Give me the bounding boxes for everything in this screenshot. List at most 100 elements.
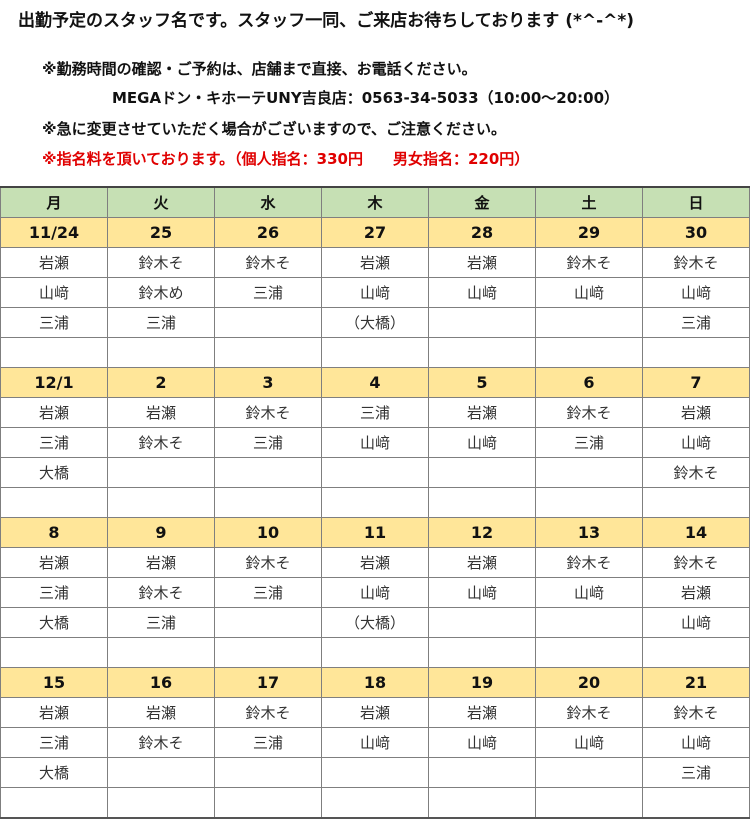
staff-cell bbox=[321, 787, 429, 819]
date-cell: 11/24 bbox=[0, 217, 108, 248]
staff-cell: 三浦 bbox=[107, 307, 215, 338]
staff-cell bbox=[428, 637, 536, 668]
staff-cell bbox=[535, 337, 643, 368]
staff-cell: 山﨑 bbox=[428, 727, 536, 758]
staff-cell bbox=[428, 457, 536, 488]
change-note: ※急に変更させていただく場合がございますので、ご注意ください。 bbox=[42, 120, 506, 138]
staff-cell: 岩瀬 bbox=[107, 697, 215, 728]
staff-cell bbox=[0, 487, 108, 518]
staff-row bbox=[0, 487, 750, 518]
staff-cell: 山﨑 bbox=[642, 727, 750, 758]
staff-cell: 山﨑 bbox=[535, 277, 643, 308]
staff-cell bbox=[642, 487, 750, 518]
staff-cell: 鈴木そ bbox=[214, 697, 322, 728]
staff-cell: 山﨑 bbox=[321, 577, 429, 608]
staff-cell: 鈴木そ bbox=[535, 247, 643, 278]
reservation-note: ※勤務時間の確認・ご予約は、店舗まで直接、お電話ください。 bbox=[42, 60, 477, 78]
date-cell: 18 bbox=[321, 667, 429, 698]
staff-cell bbox=[642, 337, 750, 368]
date-cell: 12/1 bbox=[0, 367, 108, 398]
date-cell: 16 bbox=[107, 667, 215, 698]
staff-cell: （大橋） bbox=[321, 307, 429, 338]
staff-cell bbox=[107, 787, 215, 819]
staff-schedule-table: 月火水木金土日 11/24 25 26 27 28 29 30 岩瀬 鈴木そ 鈴木そ 岩瀬 岩瀬 鈴木そ鈴… bbox=[0, 186, 750, 819]
staff-cell bbox=[321, 637, 429, 668]
staff-cell: 山﨑 bbox=[428, 277, 536, 308]
date-cell: 2 bbox=[107, 367, 215, 398]
staff-cell: 三浦 bbox=[642, 757, 750, 788]
staff-cell: 岩瀬 bbox=[321, 697, 429, 728]
date-cell: 6 bbox=[535, 367, 643, 398]
staff-cell bbox=[535, 487, 643, 518]
date-cell: 9 bbox=[107, 517, 215, 548]
staff-row bbox=[0, 637, 750, 668]
staff-cell: 山﨑 bbox=[642, 277, 750, 308]
date-cell: 26 bbox=[214, 217, 322, 248]
date-cell: 5 bbox=[428, 367, 536, 398]
staff-cell: （大橋） bbox=[321, 607, 429, 638]
staff-cell: 三浦 bbox=[0, 307, 108, 338]
staff-cell bbox=[642, 637, 750, 668]
date-cell: 19 bbox=[428, 667, 536, 698]
store-contact: MEGAドン・キホーテUNY吉良店：0563-34-5033（10:00～20:… bbox=[112, 89, 620, 107]
staff-row: 三浦 鈴木そ 三浦 山﨑 山﨑 三浦 山﨑 bbox=[0, 427, 750, 458]
staff-cell: 三浦 bbox=[214, 727, 322, 758]
date-cell: 27 bbox=[321, 217, 429, 248]
weekday-header: 木 bbox=[321, 186, 429, 218]
staff-cell bbox=[0, 637, 108, 668]
staff-cell: 鈴木そ bbox=[214, 397, 322, 428]
staff-cell bbox=[535, 307, 643, 338]
weekday-header: 金 bbox=[428, 186, 536, 218]
date-cell: 29 bbox=[535, 217, 643, 248]
staff-cell: 岩瀬 bbox=[0, 247, 108, 278]
staff-cell bbox=[214, 787, 322, 819]
staff-cell bbox=[428, 307, 536, 338]
staff-cell: 三浦 bbox=[535, 427, 643, 458]
staff-cell bbox=[107, 457, 215, 488]
staff-cell: 岩瀬 bbox=[107, 547, 215, 578]
staff-cell bbox=[214, 307, 322, 338]
date-row: 12/1 2 3 4 5 6 7 bbox=[0, 367, 750, 398]
staff-cell: 鈴木そ bbox=[642, 697, 750, 728]
staff-cell bbox=[214, 757, 322, 788]
page-title: 出勤予定のスタッフ名です。スタッフ一同、ご来店お待ちしております (*^-^*) bbox=[18, 11, 635, 31]
date-cell: 10 bbox=[214, 517, 322, 548]
staff-cell: 山﨑 bbox=[321, 277, 429, 308]
staff-cell: 三浦 bbox=[0, 727, 108, 758]
staff-cell bbox=[321, 487, 429, 518]
staff-cell: 山﨑 bbox=[642, 607, 750, 638]
nomination-fee-note: ※指名料を頂いております。（個人指名：330円 男女指名：220円） bbox=[42, 150, 530, 168]
staff-cell: 岩瀬 bbox=[428, 397, 536, 428]
staff-cell: 山﨑 bbox=[428, 577, 536, 608]
staff-cell: 鈴木そ bbox=[214, 247, 322, 278]
weekday-header: 土 bbox=[535, 186, 643, 218]
date-cell: 13 bbox=[535, 517, 643, 548]
staff-cell: 山﨑 bbox=[535, 577, 643, 608]
staff-cell bbox=[0, 337, 108, 368]
date-cell: 3 bbox=[214, 367, 322, 398]
staff-cell bbox=[428, 487, 536, 518]
date-cell: 28 bbox=[428, 217, 536, 248]
staff-cell: 山﨑 bbox=[642, 427, 750, 458]
staff-cell bbox=[107, 337, 215, 368]
date-cell: 21 bbox=[642, 667, 750, 698]
staff-row: 大橋 鈴木そ bbox=[0, 457, 750, 488]
staff-row bbox=[0, 787, 750, 819]
staff-cell: 鈴木そ bbox=[642, 457, 750, 488]
date-row: 11/24 25 26 27 28 29 30 bbox=[0, 217, 750, 248]
staff-cell: 鈴木そ bbox=[642, 547, 750, 578]
staff-cell: 岩瀬 bbox=[428, 247, 536, 278]
staff-cell: 岩瀬 bbox=[0, 547, 108, 578]
staff-cell: 鈴木そ bbox=[535, 397, 643, 428]
staff-cell: 岩瀬 bbox=[107, 397, 215, 428]
staff-cell: 鈴木そ bbox=[535, 697, 643, 728]
staff-cell: 岩瀬 bbox=[428, 697, 536, 728]
staff-cell bbox=[428, 787, 536, 819]
weekday-header: 月 bbox=[0, 186, 108, 218]
staff-cell bbox=[0, 787, 108, 819]
date-cell: 15 bbox=[0, 667, 108, 698]
staff-row: 三浦 鈴木そ 三浦 山﨑 山﨑 山﨑 山﨑 bbox=[0, 727, 750, 758]
staff-cell: 山﨑 bbox=[535, 727, 643, 758]
staff-cell: 三浦 bbox=[107, 607, 215, 638]
staff-cell: 鈴木そ bbox=[642, 247, 750, 278]
